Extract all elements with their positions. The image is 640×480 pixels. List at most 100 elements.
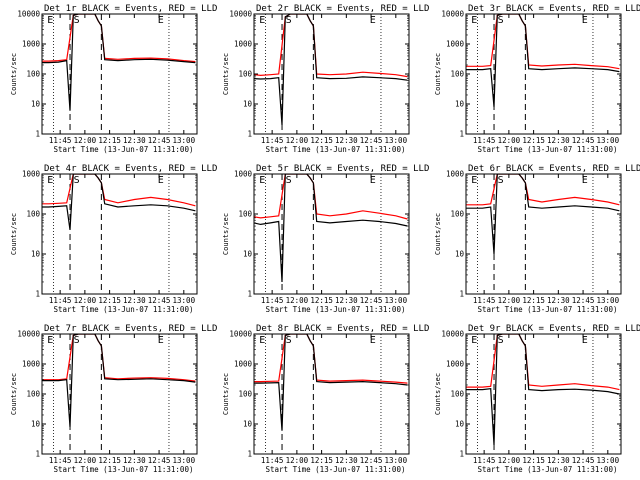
x-tick-label: 13:00 bbox=[173, 136, 196, 145]
x-tick-label: 11:45 bbox=[49, 136, 72, 145]
x-tick-label: 12:45 bbox=[360, 136, 383, 145]
y-axis-label: Counts/sec bbox=[434, 213, 442, 255]
series-group bbox=[466, 334, 620, 446]
panel-det-2: 1 10 100 1000 10000 11:45 12:00 12:15 12:30 12:45… bbox=[222, 4, 429, 154]
panel-det-8: 1 10 100 1000 10000 11:45 12:00 12:15 12:30 12:45… bbox=[222, 324, 429, 474]
y-tick-label: 1 bbox=[459, 130, 464, 139]
y-tick-label: 100 bbox=[238, 390, 252, 399]
y-tick-label: 10 bbox=[31, 100, 41, 109]
y-axis-label: Counts/sec bbox=[434, 53, 442, 95]
phase-marker-label: S bbox=[498, 335, 504, 346]
x-tick-label: 12:45 bbox=[360, 296, 383, 305]
x-tick-label: 12:30 bbox=[335, 456, 358, 465]
x-tick-label: 12:45 bbox=[572, 456, 595, 465]
y-tick-label: 1000 bbox=[234, 40, 253, 49]
y-axis-label: Counts/sec bbox=[10, 213, 18, 255]
y-tick-label: 10 bbox=[31, 420, 41, 429]
lld-series-line bbox=[254, 334, 408, 384]
panel-det-9: 1 10 100 1000 10000 11:45 12:00 12:15 12:30 12:45… bbox=[434, 324, 640, 474]
y-tick-label: 10 bbox=[243, 420, 253, 429]
phase-marker-label: E bbox=[158, 175, 164, 186]
y-tick-label: 1000 bbox=[22, 40, 41, 49]
panel-det-5: 1 10 100 1000 11:45 12:00 12:15 12:30 12:45 13:00… bbox=[222, 164, 429, 314]
x-tick-label: 12:45 bbox=[360, 456, 383, 465]
y-tick-label: 10 bbox=[455, 250, 465, 259]
x-axis-label: Start Time (13-Jun-07 11:31:00) bbox=[266, 305, 406, 314]
y-tick-label: 100 bbox=[26, 70, 40, 79]
x-tick-label: 12:30 bbox=[335, 296, 358, 305]
panel-det-7: 1 10 100 1000 10000 11:45 12:00 12:15 12:30 12:45… bbox=[10, 324, 217, 474]
x-tick-label: 12:30 bbox=[123, 296, 146, 305]
x-tick-label: 12:00 bbox=[286, 296, 309, 305]
x-tick-label: 13:00 bbox=[385, 456, 408, 465]
phase-marker-label: E bbox=[370, 15, 376, 26]
y-tick-label: 1000 bbox=[234, 360, 253, 369]
plot-frame bbox=[253, 173, 410, 295]
y-tick-label: 10 bbox=[243, 100, 253, 109]
x-tick-label: 12:15 bbox=[522, 136, 545, 145]
series-group bbox=[42, 14, 196, 111]
panel-det-3: 1 10 100 1000 10000 11:45 12:00 12:15 12:30 12:45… bbox=[434, 4, 640, 154]
x-axis-label: Start Time (13-Jun-07 11:31:00) bbox=[478, 465, 618, 474]
panel-title: Det 6r BLACK = Events, RED = LLD bbox=[468, 164, 640, 174]
phase-marker-label: E bbox=[582, 15, 588, 26]
y-tick-label: 100 bbox=[238, 70, 252, 79]
phase-marker-label: E bbox=[259, 175, 265, 186]
series-group bbox=[466, 174, 620, 255]
x-tick-label: 13:00 bbox=[597, 296, 620, 305]
panel-title: Det 9r BLACK = Events, RED = LLD bbox=[468, 324, 640, 334]
y-axis-label: Counts/sec bbox=[10, 53, 18, 95]
panel-det-6: 1 10 100 1000 11:45 12:00 12:15 12:30 12:45 13:00… bbox=[434, 164, 640, 314]
y-tick-label: 100 bbox=[450, 210, 464, 219]
x-tick-label: 11:45 bbox=[473, 456, 496, 465]
x-tick-label: 12:15 bbox=[98, 456, 121, 465]
panel-title: Det 5r BLACK = Events, RED = LLD bbox=[256, 164, 429, 174]
phase-marker-label: E bbox=[47, 335, 53, 346]
phase-marker-label: E bbox=[370, 335, 376, 346]
phase-marker-label: S bbox=[74, 335, 80, 346]
lld-series-line bbox=[254, 174, 408, 220]
y-axis-label: Counts/sec bbox=[434, 373, 442, 415]
phase-marker-label: E bbox=[158, 15, 164, 26]
x-tick-label: 12:00 bbox=[498, 456, 521, 465]
phase-marker-label: E bbox=[471, 175, 477, 186]
lld-series-line bbox=[466, 14, 620, 70]
phase-marker-label: S bbox=[286, 15, 292, 26]
phase-marker-label: S bbox=[74, 15, 80, 26]
y-tick-label: 1000 bbox=[446, 170, 465, 179]
x-axis-label: Start Time (13-Jun-07 11:31:00) bbox=[478, 305, 618, 314]
plot-frame bbox=[41, 13, 198, 135]
plot-frame bbox=[465, 173, 622, 295]
lld-series-line bbox=[466, 174, 620, 206]
x-tick-label: 12:15 bbox=[522, 296, 545, 305]
panel-title: Det 8r BLACK = Events, RED = LLD bbox=[256, 324, 429, 334]
plot-frame bbox=[41, 333, 198, 455]
y-tick-label: 1 bbox=[247, 450, 252, 459]
y-tick-label: 1 bbox=[459, 290, 464, 299]
y-tick-label: 100 bbox=[238, 210, 252, 219]
plot-frame bbox=[41, 173, 198, 295]
y-tick-label: 10000 bbox=[17, 10, 40, 19]
x-tick-label: 12:00 bbox=[74, 296, 97, 305]
panel-title: Det 4r BLACK = Events, RED = LLD bbox=[44, 164, 217, 174]
x-tick-label: 12:15 bbox=[98, 296, 121, 305]
panel-title: Det 3r BLACK = Events, RED = LLD bbox=[468, 4, 640, 14]
x-tick-label: 11:45 bbox=[261, 456, 284, 465]
series-group bbox=[466, 14, 620, 107]
y-tick-label: 10000 bbox=[229, 330, 252, 339]
phase-marker-label: E bbox=[259, 335, 265, 346]
events-series-line bbox=[466, 174, 620, 255]
y-tick-label: 1000 bbox=[234, 170, 253, 179]
plot-frame bbox=[465, 13, 622, 135]
x-tick-label: 13:00 bbox=[173, 296, 196, 305]
series-group bbox=[254, 14, 408, 126]
x-tick-label: 12:45 bbox=[572, 296, 595, 305]
x-axis-label: Start Time (13-Jun-07 11:31:00) bbox=[478, 145, 618, 154]
plot-frame bbox=[465, 333, 622, 455]
events-series-line bbox=[254, 14, 408, 126]
events-series-line bbox=[254, 174, 408, 283]
x-axis-label: Start Time (13-Jun-07 11:31:00) bbox=[266, 145, 406, 154]
y-tick-label: 1000 bbox=[446, 40, 465, 49]
lld-series-line bbox=[42, 174, 196, 207]
